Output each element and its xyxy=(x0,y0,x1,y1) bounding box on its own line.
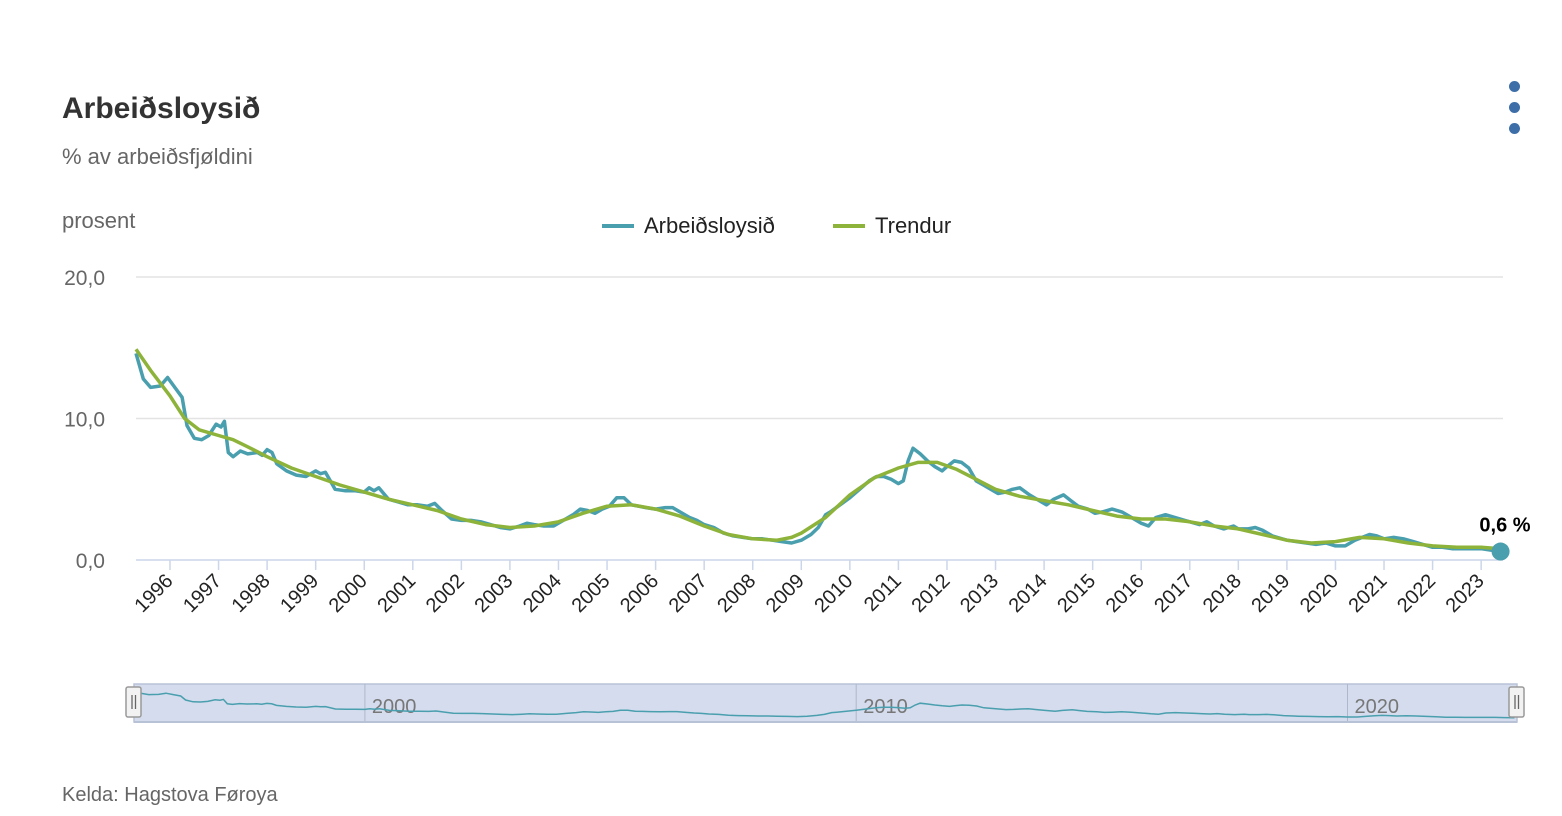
x-tick-label: 2012 xyxy=(907,570,954,617)
x-tick-label: 2019 xyxy=(1247,570,1294,617)
series-lines xyxy=(134,348,1501,554)
x-tick-label: 2013 xyxy=(956,570,1003,617)
navigator-series-line xyxy=(133,689,1515,719)
legend: Arbeiðsloysið Trendur xyxy=(602,213,951,238)
handle-body xyxy=(1508,686,1525,718)
chart-title: Arbeiðsloysið xyxy=(62,92,261,125)
y-tick-label: 10,0 xyxy=(64,409,105,432)
x-tick-label: 2000 xyxy=(325,570,372,617)
y-tick-label: 0,0 xyxy=(76,550,105,573)
x-tick-label: 2002 xyxy=(422,570,469,617)
y-axis-ticks: 0,0 10,0 20,0 xyxy=(64,267,105,573)
series-line-arbeidsloysid xyxy=(134,352,1501,554)
x-tick-label: 1996 xyxy=(131,570,178,617)
last-value-point xyxy=(1491,542,1510,561)
y-axis-label: prosent xyxy=(62,208,135,233)
x-tick-label: 2009 xyxy=(762,570,809,617)
x-tick-label: 2007 xyxy=(665,570,712,617)
x-tick-label: 2017 xyxy=(1150,570,1197,617)
source-note: Kelda: Hagstova Føroya xyxy=(62,784,278,806)
x-tick-label: 2001 xyxy=(373,570,420,617)
series-line-trendur xyxy=(134,348,1501,551)
grid xyxy=(136,276,1503,561)
x-tick-label: 2015 xyxy=(1053,570,1100,617)
navigator[interactable]: 2000 2010 2020 xyxy=(125,683,1525,723)
chart-subtitle: % av arbeiðsfjøldini xyxy=(62,144,253,169)
x-tick-label: 2020 xyxy=(1296,570,1343,617)
x-tick-label: 2018 xyxy=(1199,570,1246,617)
x-tick-label: 2016 xyxy=(1102,570,1149,617)
y-tick-label: 20,0 xyxy=(64,267,105,290)
x-tick-label: 2008 xyxy=(713,570,760,617)
x-axis: 1996 1997 1998 1999 2000 2001 2002 2003 2004 2005… xyxy=(131,560,1489,617)
last-value-marker: 0,6 % xyxy=(1479,515,1531,561)
x-tick-label: 2011 xyxy=(860,570,906,616)
last-value-label: 0,6 % xyxy=(1479,515,1530,537)
x-tick-label: 1998 xyxy=(228,570,275,617)
navigator-label: 2020 xyxy=(1355,696,1400,718)
navigator-label: 2000 xyxy=(372,696,417,718)
x-tick-label: 1997 xyxy=(179,570,226,617)
x-tick-label: 2006 xyxy=(616,570,663,617)
x-tick-label: 2010 xyxy=(810,570,857,617)
x-tick-label: 1999 xyxy=(276,570,323,617)
x-tick-label: 2023 xyxy=(1442,570,1489,617)
x-tick-label: 2004 xyxy=(519,570,566,617)
kebab-menu-icon[interactable] xyxy=(1503,78,1527,138)
legend-item-trendur[interactable]: Trendur xyxy=(833,213,951,238)
x-tick-label: 2022 xyxy=(1393,570,1440,617)
legend-label-trendur: Trendur xyxy=(875,213,951,238)
x-tick-label: 2021 xyxy=(1345,570,1392,617)
x-tick-label: 2014 xyxy=(1005,570,1052,617)
navigator-handle-right[interactable] xyxy=(1508,686,1525,718)
navigator-handle-left[interactable] xyxy=(125,686,142,718)
x-tick-label: 2005 xyxy=(568,570,615,617)
handle-body xyxy=(125,686,142,718)
legend-label-arbeidsloysid: Arbeiðsloysið xyxy=(644,213,775,238)
x-tick-label: 2003 xyxy=(470,570,517,617)
legend-item-arbeidsloysid[interactable]: Arbeiðsloysið xyxy=(602,213,775,238)
